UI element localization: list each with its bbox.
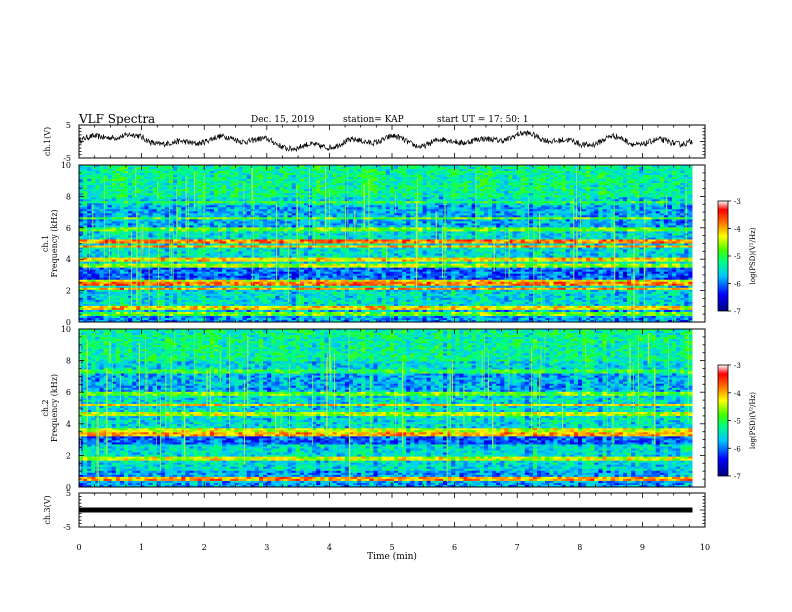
y-tick-label: 6 [66, 388, 71, 397]
colorbar-tick-label: -3 [734, 362, 741, 370]
colorbar-tick-label: -7 [734, 473, 741, 481]
y-axis-label: Frequency (kHz) [50, 374, 59, 442]
y-tick-label: 10 [61, 161, 71, 170]
y-axis-label: Frequency (kHz) [50, 209, 59, 277]
x-tick-label: 9 [640, 543, 645, 552]
x-tick-label: 7 [515, 543, 520, 552]
x-tick-label: 5 [389, 543, 394, 552]
x-tick-label: 3 [264, 543, 269, 552]
y-tick-label: 6 [66, 224, 71, 233]
y-tick-label: 10 [61, 325, 71, 334]
y-axis-label: ch.2 [41, 399, 50, 416]
colorbar-tick-label: -6 [734, 281, 741, 289]
x-tick-label: 8 [577, 543, 582, 552]
y-tick-label: 5 [66, 121, 71, 130]
colorbar-label: log(PSD)(V²/Hz) [749, 392, 757, 449]
x-tick-label: 4 [327, 543, 332, 552]
x-tick-label: 2 [202, 543, 207, 552]
y-axis-label: ch.3(V) [43, 495, 52, 524]
x-tick-label: 10 [700, 543, 710, 552]
ch1-trace [79, 131, 693, 151]
colorbar-tick-label: -5 [734, 418, 741, 426]
y-tick-label: 4 [66, 255, 71, 264]
x-tick-label: 0 [76, 543, 81, 552]
y-axis-label: ch.1 [41, 235, 50, 252]
colorbar-tick-label: -3 [734, 198, 741, 206]
colorbar-tick-label: -5 [734, 253, 741, 261]
colorbar [718, 201, 728, 311]
x-axis-label: Time (min) [367, 551, 417, 562]
y-tick-label: 8 [66, 192, 71, 201]
colorbar [718, 365, 728, 476]
colorbar-tick-label: -6 [734, 445, 741, 453]
y-tick-label: 8 [66, 357, 71, 366]
ch2-spectrogram [79, 329, 693, 487]
y-axis-label: ch.1(V) [43, 127, 52, 156]
colorbar-label: log(PSD)(V²/Hz) [749, 227, 757, 284]
colorbar-tick-label: -7 [734, 308, 741, 316]
y-tick-label: 4 [66, 420, 71, 429]
y-tick-label: 2 [66, 287, 71, 296]
x-tick-label: 1 [139, 543, 144, 552]
colorbar-tick-label: -4 [734, 226, 741, 234]
x-tick-label: 6 [452, 543, 457, 552]
y-tick-label: 2 [66, 451, 71, 460]
ch1-spectrogram [79, 165, 693, 322]
y-tick-label: 0 [66, 483, 71, 492]
colorbar-tick-label: -4 [734, 390, 741, 398]
y-tick-label: -5 [63, 523, 71, 532]
